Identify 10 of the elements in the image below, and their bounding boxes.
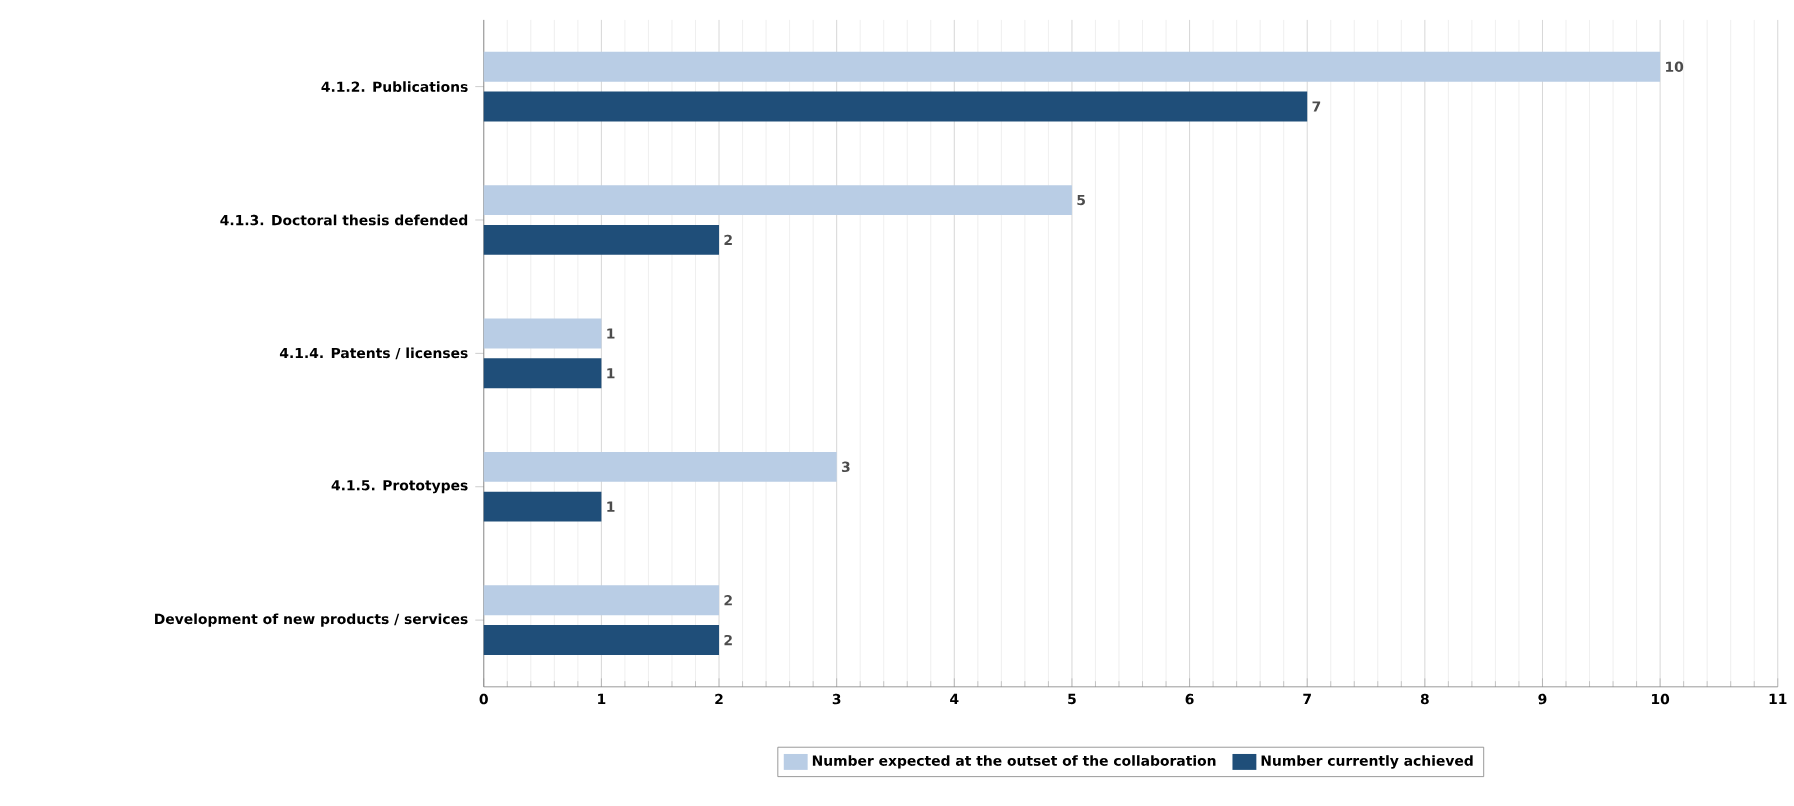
bar — [483, 624, 720, 655]
bar — [483, 585, 720, 616]
bar — [483, 318, 602, 349]
bar — [483, 358, 602, 389]
bar — [483, 91, 1308, 122]
bar — [483, 185, 1072, 215]
bar — [483, 451, 837, 482]
bar — [483, 491, 602, 522]
bar — [483, 224, 720, 255]
bar — [483, 51, 1661, 82]
